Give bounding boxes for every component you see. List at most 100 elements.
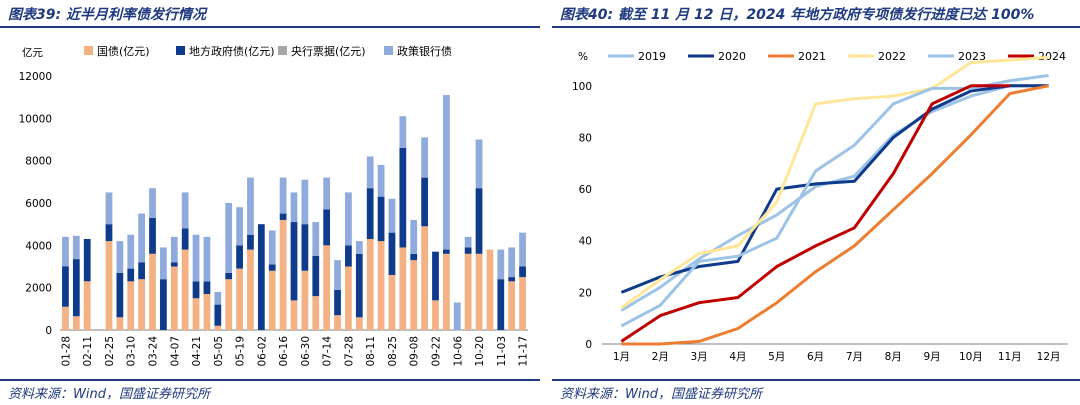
bar-segment-policy	[366, 156, 374, 189]
legend-label: 2024	[1038, 50, 1066, 63]
legend-swatch	[278, 46, 287, 55]
bar-segment-gov	[181, 249, 189, 330]
bar-segment-policy	[225, 203, 233, 273]
bar-segment-gov	[214, 325, 222, 330]
y-axis-unit-label: 亿元	[22, 46, 43, 59]
line-marks	[620, 55, 1049, 346]
bar-legend: 国债(亿元) 地方政府债(亿元) 央行票据(亿元) 政策银行债	[84, 44, 452, 58]
bar-segment-local	[497, 279, 505, 330]
source-rule	[552, 379, 1080, 381]
bar-segment-policy	[334, 260, 341, 290]
bar-segment-local	[323, 209, 331, 246]
bar-segment-local	[160, 279, 167, 330]
y-tick-label: 80	[579, 132, 592, 144]
y-tick-label: 10000	[19, 113, 52, 125]
bar-segment-local	[247, 234, 254, 250]
x-tick-label: 11-17	[518, 336, 530, 367]
bar-segment-policy	[345, 192, 352, 246]
bar-segment-policy	[149, 188, 156, 218]
bar-segment-gov	[464, 253, 472, 330]
x-tick-label: 05-05	[213, 336, 225, 367]
series-line-2021	[621, 84, 1049, 346]
bar-segment-local	[421, 177, 428, 227]
bar-segment-local	[443, 249, 450, 254]
bar-segment-policy	[268, 230, 276, 265]
bar-segment-policy	[214, 291, 222, 305]
y-tick-label: 2000	[25, 283, 52, 295]
legend-label: 政策银行债	[397, 44, 452, 58]
x-tick-label: 06-02	[256, 336, 268, 367]
bar-segment-policy	[160, 247, 167, 280]
bar-segment-gov	[388, 274, 396, 330]
bar-segment-policy	[497, 249, 505, 280]
bar-segment-gov	[203, 294, 211, 330]
bar-segment-gov	[105, 241, 113, 330]
bar-segment-gov	[519, 277, 526, 330]
legend-label: 2023	[958, 50, 986, 63]
x-tick-label: 12月	[1037, 351, 1061, 363]
x-tick-label: 02-11	[82, 336, 94, 367]
bar-segment-gov	[323, 245, 331, 330]
y-tick-label: 12000	[19, 71, 52, 83]
bar-segment-gov	[290, 300, 298, 330]
bar-segment-local	[268, 264, 276, 271]
x-tick-label: 03-24	[148, 336, 160, 367]
legend-label: 地方政府债(亿元)	[189, 44, 275, 58]
bar-segment-policy	[181, 192, 189, 229]
bar-segment-gov	[301, 270, 309, 330]
bar-segment-local	[334, 289, 341, 316]
bar-segment-local	[290, 222, 298, 301]
x-tick-label: 07-14	[322, 336, 334, 367]
bar-segment-local	[192, 281, 200, 299]
bar-segment-policy	[203, 236, 211, 282]
bar-segment-local	[225, 272, 233, 280]
x-tick-label: 05-19	[235, 336, 247, 367]
x-tick-label: 10-20	[474, 336, 486, 367]
bar-segment-gov	[138, 279, 145, 330]
bar-segment-local	[138, 262, 145, 280]
bar-segment-policy	[453, 302, 461, 330]
title-rule	[0, 26, 540, 28]
legend-label: 国债(亿元)	[97, 44, 150, 58]
line-legend: 2019 2020 2021 2022 2023 2024	[608, 50, 1066, 63]
legend-swatch	[84, 46, 93, 55]
y-tick-label: 8000	[25, 156, 52, 168]
bar-segment-local	[377, 196, 385, 242]
bar-segment-policy	[170, 236, 178, 263]
bar-segment-local	[203, 281, 211, 295]
x-tick-label: 7月	[846, 351, 863, 363]
bar-segment-gov	[421, 226, 428, 330]
bar-segment-local	[355, 253, 363, 318]
bar-segment-gov	[312, 296, 320, 330]
bar-segment-gov	[366, 238, 374, 330]
bar-segment-local	[214, 304, 222, 326]
bar-segment-gov	[170, 266, 178, 330]
x-tick-label: 5月	[768, 351, 785, 363]
bar-segment-policy	[388, 198, 396, 233]
bar-segment-gov	[225, 279, 233, 330]
bar-segment-local	[170, 262, 178, 267]
bar-segment-local	[236, 245, 243, 269]
bar-segment-policy	[105, 192, 113, 225]
x-tick-label: 3月	[690, 351, 707, 363]
issuance-chart-title: 图表39: 近半月利率债发行情况	[8, 7, 206, 23]
bar-segment-policy	[421, 137, 428, 178]
bar-segment-gov	[377, 241, 385, 330]
bar-segment-policy	[138, 213, 145, 263]
bar-segment-gov	[62, 306, 69, 330]
bar-segment-gov	[279, 219, 287, 330]
x-tick-label: 08-25	[387, 336, 399, 367]
x-tick-label: 09-08	[409, 336, 421, 367]
series-line-2024	[620, 84, 1010, 343]
title-rule	[552, 26, 1080, 28]
x-tick-label: 11-03	[496, 336, 508, 367]
bar-segment-local	[62, 266, 69, 307]
x-tick-label: 1月	[613, 351, 630, 363]
source-note: 资料来源：Wind，国盛证券研究所	[560, 387, 762, 402]
legend-label: 2019	[638, 50, 666, 63]
legend-label: 央行票据(亿元)	[291, 44, 366, 58]
bar-segment-local	[257, 224, 265, 330]
y-axis-unit-label: %	[578, 51, 588, 63]
bar-segment-local	[181, 228, 189, 250]
bar-segment-policy	[464, 236, 472, 248]
